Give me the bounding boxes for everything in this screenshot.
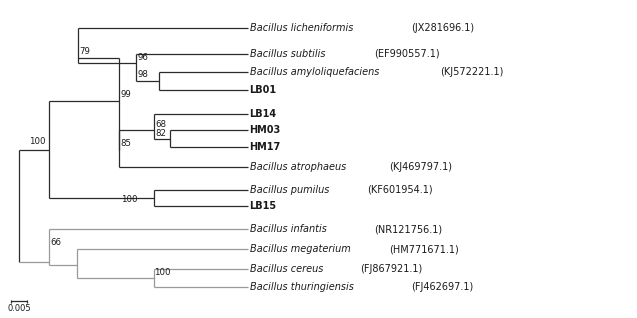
Text: LB15: LB15 [250, 201, 276, 211]
Text: LB14: LB14 [250, 109, 276, 119]
Text: (KF601954.1): (KF601954.1) [367, 185, 433, 195]
Text: 96: 96 [137, 53, 148, 62]
Text: HM03: HM03 [250, 125, 281, 135]
Text: (KJ469797.1): (KJ469797.1) [389, 162, 452, 172]
Text: 98: 98 [137, 70, 148, 79]
Text: 100: 100 [29, 137, 45, 146]
Text: (NR121756.1): (NR121756.1) [375, 224, 443, 234]
Text: Bacillus pumilus: Bacillus pumilus [250, 185, 329, 195]
Text: Bacillus megaterium: Bacillus megaterium [250, 244, 350, 254]
Text: 66: 66 [51, 238, 62, 246]
Text: Bacillus subtilis: Bacillus subtilis [250, 49, 325, 59]
Text: (EF990557.1): (EF990557.1) [375, 49, 440, 59]
Text: 99: 99 [120, 90, 131, 99]
Text: 82: 82 [155, 129, 166, 138]
Text: LB01: LB01 [250, 85, 276, 95]
Text: Bacillus infantis: Bacillus infantis [250, 224, 327, 234]
Text: 100: 100 [154, 268, 170, 277]
Text: (KJ572221.1): (KJ572221.1) [440, 67, 503, 77]
Text: 100: 100 [120, 196, 137, 204]
Text: (FJ462697.1): (FJ462697.1) [411, 282, 473, 292]
Text: 85: 85 [120, 139, 132, 148]
Text: 68: 68 [155, 121, 166, 129]
Text: Bacillus cereus: Bacillus cereus [250, 264, 323, 274]
Text: Bacillus licheniformis: Bacillus licheniformis [250, 23, 353, 33]
Text: (JX281696.1): (JX281696.1) [411, 23, 474, 33]
Text: Bacillus thuringiensis: Bacillus thuringiensis [250, 282, 354, 292]
Text: (HM771671.1): (HM771671.1) [389, 244, 459, 254]
Text: HM17: HM17 [250, 142, 281, 152]
Text: (FJ867921.1): (FJ867921.1) [360, 264, 422, 274]
Text: 0.005: 0.005 [8, 304, 31, 313]
Text: Bacillus amyloliquefaciens: Bacillus amyloliquefaciens [250, 67, 379, 77]
Text: Bacillus atrophaeus: Bacillus atrophaeus [250, 162, 346, 172]
Text: 79: 79 [80, 47, 90, 56]
